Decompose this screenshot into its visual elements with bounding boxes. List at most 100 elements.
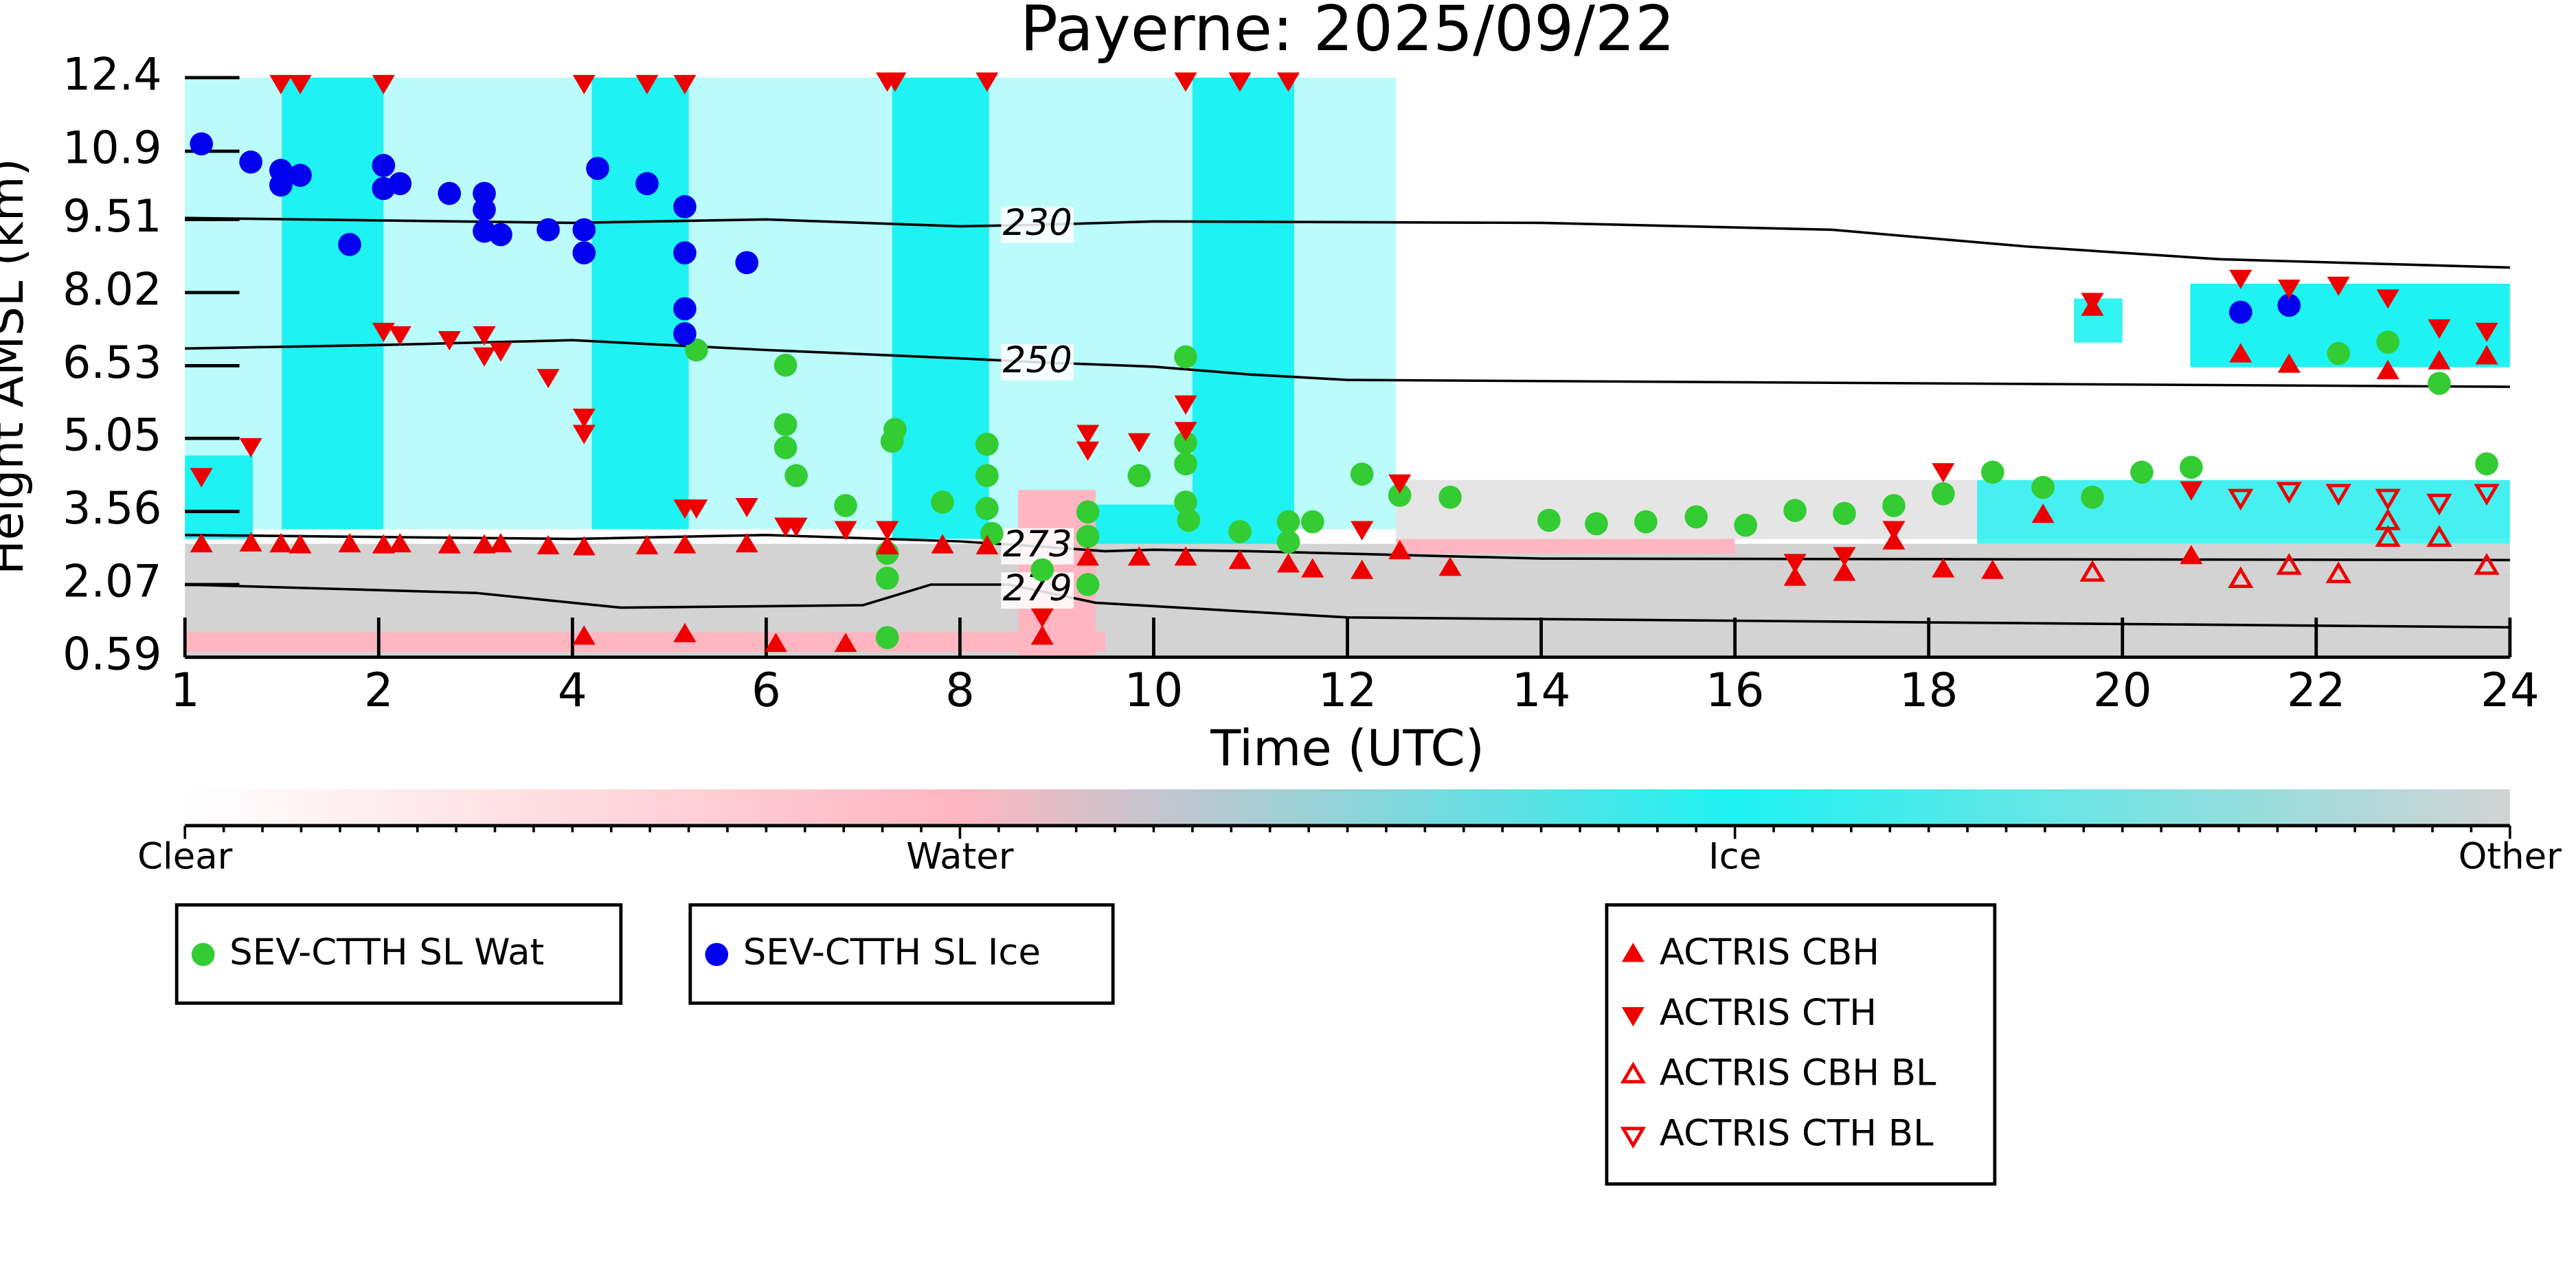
data-point bbox=[2031, 475, 2055, 499]
data-point bbox=[372, 75, 395, 95]
legend-marker bbox=[1621, 1007, 1645, 1027]
legend-marker bbox=[1620, 1127, 1647, 1149]
data-point bbox=[1030, 608, 1054, 628]
data-point bbox=[876, 534, 899, 554]
data-point bbox=[685, 338, 708, 362]
data-point bbox=[239, 532, 262, 552]
data-point bbox=[2228, 300, 2252, 324]
cloud-mask-region bbox=[2074, 298, 2123, 343]
data-point bbox=[572, 218, 596, 242]
x-tick-label: 8 bbox=[945, 664, 975, 717]
data-point bbox=[2428, 372, 2451, 395]
data-point bbox=[1684, 505, 1708, 529]
data-point bbox=[190, 132, 214, 156]
x-tick-label: 16 bbox=[1706, 664, 1765, 717]
data-point bbox=[1783, 499, 1807, 522]
data-point bbox=[1537, 508, 1561, 532]
chart-title: Payerne: 2025/09/22 bbox=[1020, 0, 1675, 65]
data-point bbox=[489, 533, 512, 553]
data-point bbox=[975, 432, 999, 456]
data-point bbox=[1388, 474, 1412, 494]
data-point bbox=[2475, 452, 2498, 476]
data-point bbox=[2426, 525, 2452, 547]
data-point bbox=[1127, 464, 1151, 488]
x-tick-label: 14 bbox=[1512, 664, 1571, 717]
data-point bbox=[673, 622, 697, 642]
data-point bbox=[338, 233, 361, 256]
cloud-mask-region bbox=[282, 77, 384, 530]
data-point bbox=[2376, 359, 2399, 379]
legend-marker bbox=[705, 942, 729, 967]
data-point bbox=[635, 75, 659, 95]
data-point bbox=[673, 75, 697, 95]
data-point bbox=[1174, 395, 1197, 415]
data-point bbox=[1174, 546, 1197, 566]
data-point bbox=[1932, 463, 1955, 483]
data-point bbox=[2229, 343, 2252, 363]
data-point bbox=[1276, 72, 1300, 92]
data-point bbox=[1351, 559, 1374, 579]
data-point bbox=[269, 173, 293, 197]
data-point bbox=[388, 172, 412, 196]
data-point bbox=[1177, 508, 1201, 532]
temperature-contour bbox=[185, 339, 2510, 388]
data-point bbox=[1734, 513, 1757, 537]
data-point bbox=[1174, 422, 1197, 442]
data-point bbox=[773, 413, 798, 436]
data-point bbox=[572, 625, 596, 645]
data-point bbox=[269, 75, 293, 95]
data-point bbox=[2475, 322, 2498, 342]
data-point bbox=[289, 534, 312, 554]
data-point bbox=[2276, 482, 2302, 504]
data-point bbox=[1833, 501, 1856, 526]
data-point bbox=[876, 521, 899, 541]
data-point bbox=[2375, 525, 2401, 547]
data-point bbox=[1388, 484, 1412, 507]
data-point bbox=[773, 436, 798, 460]
data-point bbox=[536, 218, 560, 242]
data-point bbox=[1076, 546, 1100, 566]
y-tick-label: 9.51 bbox=[63, 191, 161, 242]
data-point bbox=[1882, 521, 1906, 541]
data-point bbox=[975, 464, 999, 488]
data-point bbox=[2031, 504, 2055, 523]
x-tick-label: 22 bbox=[2287, 664, 2346, 717]
legend-marker bbox=[1620, 1061, 1647, 1084]
data-point bbox=[975, 534, 999, 554]
legend-label: SEV-CTTH SL Wat bbox=[229, 931, 544, 973]
data-point bbox=[1127, 433, 1151, 453]
y-tick-label: 12.4 bbox=[63, 49, 161, 101]
x-axis-label: Time (UTC) bbox=[1210, 720, 1484, 778]
x-tick-label: 2 bbox=[364, 664, 394, 717]
data-point bbox=[1932, 482, 1955, 506]
data-point bbox=[1300, 510, 1324, 534]
data-point bbox=[572, 75, 596, 95]
data-point bbox=[1030, 558, 1054, 582]
data-point bbox=[931, 534, 954, 554]
y-tick-label: 5.05 bbox=[63, 410, 161, 462]
data-point bbox=[1174, 452, 1197, 476]
legend-label: ACTRIS CTH BL bbox=[1660, 1112, 1934, 1154]
data-point bbox=[735, 497, 758, 518]
data-point bbox=[489, 223, 512, 247]
y-tick-label: 2.07 bbox=[63, 556, 161, 608]
data-point bbox=[1350, 462, 1374, 486]
data-point bbox=[1634, 510, 1658, 534]
data-point bbox=[1228, 520, 1252, 543]
data-point bbox=[784, 464, 808, 488]
x-tick-label: 12 bbox=[1318, 664, 1377, 717]
contour-label-bg bbox=[1001, 343, 1074, 381]
data-point bbox=[2081, 485, 2104, 509]
data-point bbox=[1076, 441, 1100, 461]
data-point bbox=[1174, 490, 1197, 514]
data-point bbox=[372, 534, 395, 554]
data-point bbox=[2228, 566, 2254, 589]
data-point bbox=[875, 626, 899, 649]
data-point bbox=[2376, 289, 2399, 309]
legend-box bbox=[1605, 903, 1997, 1186]
data-point bbox=[735, 251, 759, 275]
cloud-mask-region bbox=[185, 632, 1105, 652]
data-point bbox=[572, 536, 596, 556]
data-point bbox=[2474, 553, 2500, 575]
